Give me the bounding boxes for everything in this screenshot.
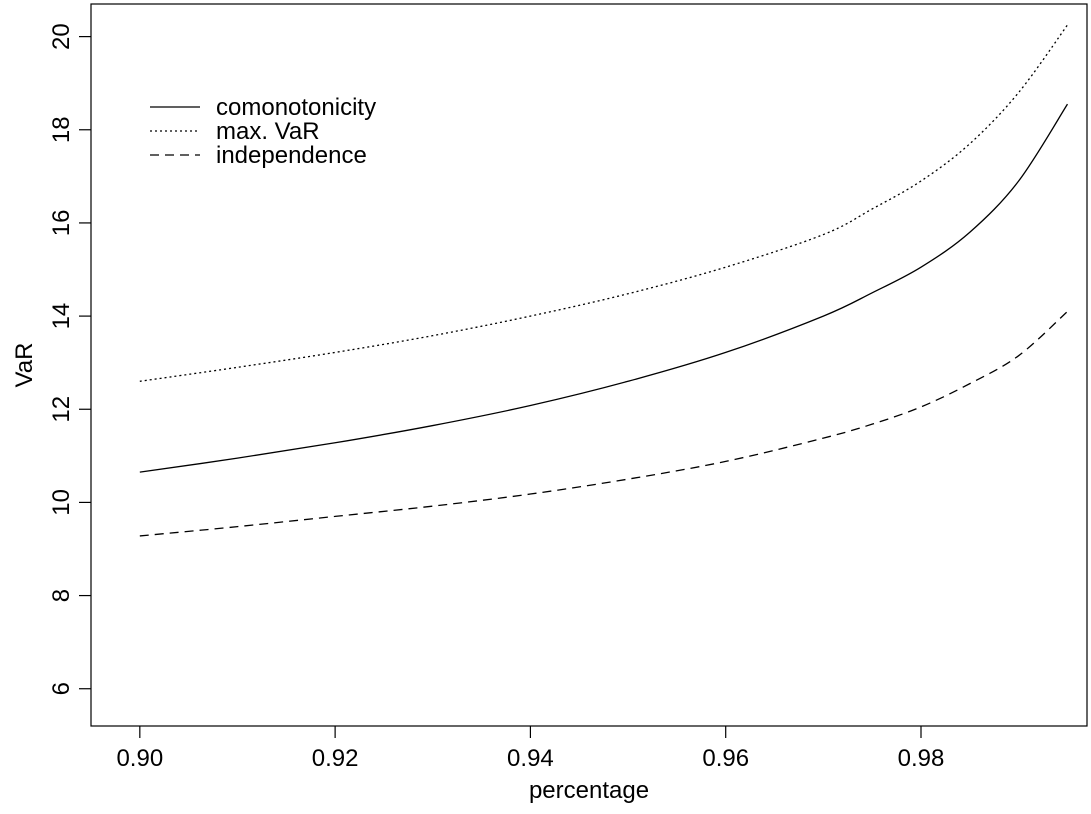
series-line-max-var xyxy=(139,24,1068,382)
plot-frame xyxy=(90,3,1088,727)
y-axis-title: VaR xyxy=(11,343,38,388)
y-tick-label: 10 xyxy=(48,489,75,516)
legend-label: comonotonicity xyxy=(216,94,376,121)
y-tick-label: 18 xyxy=(48,116,75,143)
x-axis: 0.90 0.92 0.94 0.96 0.98 xyxy=(116,726,944,772)
x-tick-label: 0.96 xyxy=(702,745,749,772)
y-tick-label: 12 xyxy=(48,396,75,423)
y-axis: 6 8 10 12 14 16 18 20 xyxy=(48,23,91,695)
legend-label: independence xyxy=(216,142,367,169)
legend-label: max. VaR xyxy=(216,118,320,145)
series-line-comonotonicity xyxy=(139,103,1069,473)
series-line-independence xyxy=(139,310,1068,537)
x-tick-label: 0.90 xyxy=(116,745,163,772)
y-tick-label: 20 xyxy=(48,23,75,50)
y-tick-label: 6 xyxy=(48,682,75,695)
y-tick-label: 8 xyxy=(48,589,75,602)
x-tick-label: 0.98 xyxy=(898,745,945,772)
x-axis-title: percentage xyxy=(529,777,649,804)
y-tick-label: 16 xyxy=(48,210,75,237)
y-tick-label: 14 xyxy=(48,303,75,330)
x-tick-label: 0.92 xyxy=(312,745,359,772)
x-tick-label: 0.94 xyxy=(507,745,554,772)
series-layer xyxy=(139,24,1069,537)
